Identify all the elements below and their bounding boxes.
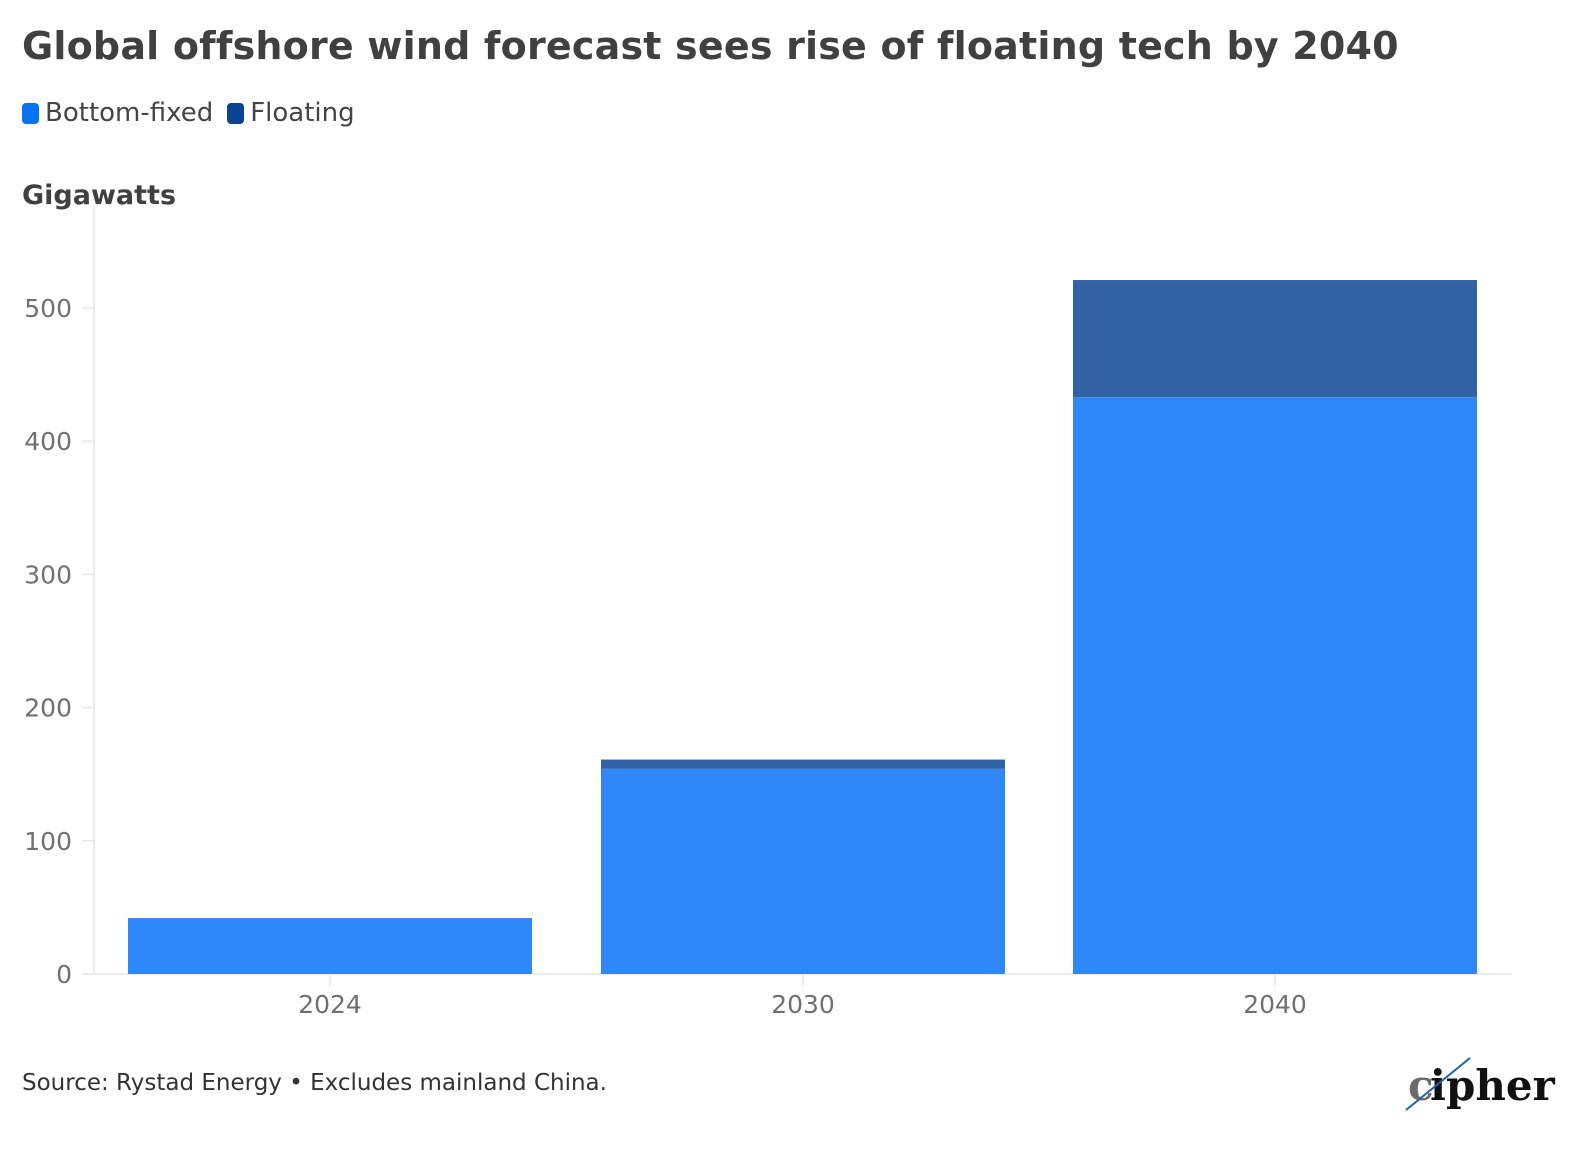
chart-title: Global offshore wind forecast sees rise … (22, 24, 1399, 68)
y-tick-label: 300 (24, 560, 72, 589)
bar-floating-2040 (1073, 280, 1477, 398)
bar-floating-2030 (601, 759, 1005, 769)
source-note: Source: Rystad Energy • Excludes mainlan… (22, 1070, 607, 1096)
cipher-logo-icon: c ipher (1405, 1057, 1556, 1111)
bar-bottom-fixed-2024 (128, 918, 532, 974)
legend-item-bottom-fixed[interactable]: Bottom-fixed (22, 98, 213, 128)
legend-item-floating[interactable]: Floating (227, 98, 355, 128)
y-tick-label: 200 (24, 694, 72, 723)
x-tick-label: 2040 (1243, 990, 1307, 1019)
legend-label-floating: Floating (250, 98, 355, 128)
legend-swatch-bottom-fixed (22, 102, 39, 124)
logo-text-rest: ipher (1430, 1061, 1556, 1110)
y-tick-label: 400 (24, 427, 72, 456)
legend: Bottom-fixed Floating (22, 98, 355, 128)
bar-bottom-fixed-2040 (1073, 397, 1477, 974)
logo-slash (1405, 1057, 1471, 1111)
y-tick-label: 500 (24, 294, 72, 323)
x-tick-label: 2024 (298, 990, 362, 1019)
y-tick-label: 100 (24, 827, 72, 856)
x-tick-label: 2030 (771, 990, 835, 1019)
bar-bottom-fixed-2030 (601, 768, 1005, 974)
legend-label-bottom-fixed: Bottom-fixed (45, 98, 214, 128)
legend-swatch-floating (227, 102, 245, 124)
y-tick-label: 0 (56, 960, 72, 989)
logo-text-c: c (1408, 1061, 1434, 1110)
y-axis-title: Gigawatts (22, 180, 177, 211)
